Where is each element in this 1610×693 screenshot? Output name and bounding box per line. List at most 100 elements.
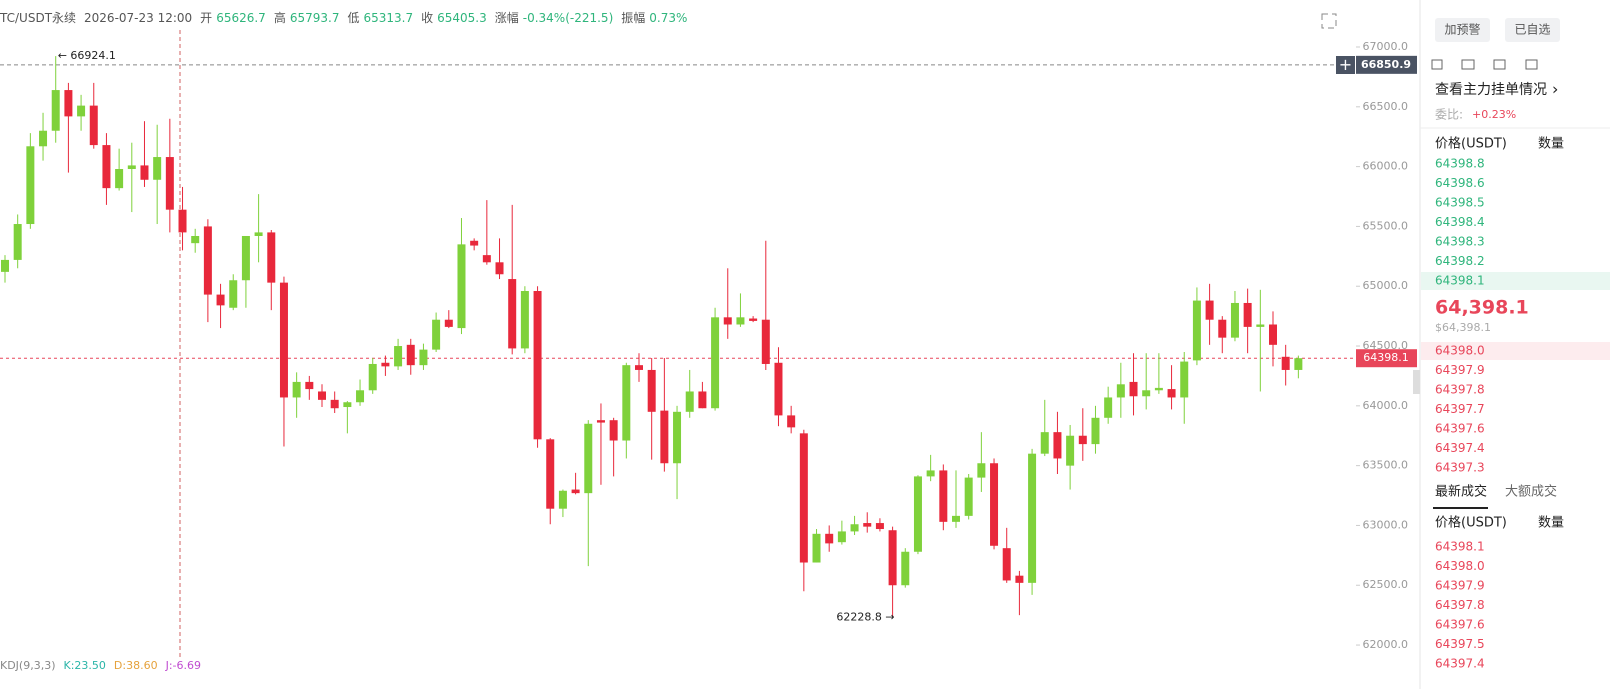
candle-body — [241, 235, 250, 281]
candle-body — [318, 391, 326, 400]
button-label: 加预警 — [1444, 22, 1480, 37]
candle-body — [660, 410, 669, 464]
ask-price: 64398.1 — [1435, 274, 1485, 288]
candle-body — [153, 157, 162, 180]
candle-body — [1256, 324, 1265, 327]
y-tick-label: 64000.0 — [1363, 399, 1409, 412]
ask-price: 64398.5 — [1435, 196, 1485, 210]
add-button[interactable] — [1336, 56, 1355, 74]
tab[interactable]: 最新成交 — [1435, 484, 1487, 500]
trade-price: 64397.4 — [1435, 657, 1485, 671]
plus: + — [1339, 55, 1352, 74]
last-price-label: 64398.1 — [1363, 351, 1409, 364]
button[interactable] — [1505, 18, 1560, 42]
col-qty: 数量 — [1538, 137, 1564, 152]
candle-body — [533, 291, 542, 440]
candle-body — [1154, 387, 1163, 391]
candle-body — [419, 349, 428, 366]
ratio-label: 委比: — [1435, 108, 1463, 122]
candle-body — [1205, 300, 1214, 320]
candle-body — [254, 232, 263, 236]
trade-price: 64398.0 — [1435, 559, 1485, 573]
y-tick-label: 64500.0 — [1363, 339, 1409, 352]
col-qty: 数量 — [1538, 516, 1564, 531]
trade-price: 64397.5 — [1435, 637, 1485, 651]
y-tick-label: 67000.0 — [1363, 40, 1409, 53]
candle-body — [381, 362, 390, 367]
candle-body — [13, 224, 22, 260]
field-value: 65793.7 — [290, 11, 340, 25]
last-price-usd: $64,398.1 — [1435, 321, 1491, 334]
candle-body — [863, 523, 872, 527]
candle-body — [64, 90, 73, 117]
candle-body — [546, 439, 555, 509]
candle-body — [115, 169, 124, 189]
indicator-k: K:23.50 — [64, 659, 106, 672]
candle-body — [799, 433, 808, 563]
candle-body — [736, 317, 745, 325]
ohlc-header: TC/USDT永续 2026-07-23 12:00 开 65626.7 高 65793.… — [0, 10, 687, 25]
field-label: 高 — [274, 10, 286, 25]
field-label: 低 — [347, 11, 359, 25]
candle-body — [939, 470, 948, 522]
depth-link[interactable]: 查看主力挂单情况 — [1435, 82, 1547, 98]
col-price: 价格(USDT) — [1435, 136, 1507, 152]
chevron: › — [1552, 80, 1558, 99]
max-label: ← 66924.1 — [58, 49, 116, 62]
candle-body — [165, 157, 174, 210]
candle-body — [470, 240, 479, 246]
y-tick-label: 66000.0 — [1363, 160, 1409, 173]
candle-body — [964, 477, 973, 516]
candle-body — [356, 390, 365, 403]
field-label: 振幅 — [621, 10, 645, 25]
candle-body — [723, 317, 732, 325]
tab[interactable]: 大额成交 — [1505, 484, 1557, 500]
ask-price: 64398.8 — [1435, 157, 1485, 171]
candle-body — [1066, 435, 1075, 466]
candle-body — [1269, 324, 1277, 345]
ask-highlight — [1421, 272, 1610, 290]
candle-body — [51, 90, 60, 131]
candle-body — [888, 530, 897, 586]
field-value: 65405.3 — [437, 11, 487, 25]
ask-price: 64398.2 — [1435, 254, 1485, 268]
fullscreen-icon[interactable] — [1321, 13, 1337, 29]
candle-body — [520, 291, 529, 349]
candle-body — [584, 423, 593, 494]
candle-body — [1230, 302, 1239, 338]
candle-body — [102, 145, 111, 189]
candle-body — [1053, 432, 1062, 459]
candle-body — [901, 551, 910, 586]
candle-body — [508, 279, 517, 349]
candle-body — [787, 415, 796, 428]
candle-body — [127, 165, 136, 170]
candle-body — [926, 470, 935, 477]
candle-body — [1192, 300, 1201, 361]
candle-body — [1104, 397, 1113, 418]
candle-body — [216, 294, 225, 306]
field-label: 开 — [200, 11, 212, 25]
candle-body — [685, 391, 694, 412]
candle-body — [330, 399, 339, 409]
bid-price: 64397.3 — [1435, 461, 1485, 475]
bid-price: 64397.4 — [1435, 441, 1485, 455]
field-value: 65313.7 — [363, 11, 413, 25]
indicator-name: KDJ(9,3,3) — [0, 659, 56, 672]
min-label: 62228.8 → — [836, 611, 894, 624]
collapse-handle[interactable] — [1413, 370, 1420, 394]
ask-price: 64398.3 — [1435, 235, 1485, 249]
field-label: 收 — [421, 11, 433, 25]
candle-body — [698, 391, 707, 409]
candle-body — [647, 369, 656, 412]
candle-body — [191, 235, 200, 244]
button[interactable] — [1435, 18, 1490, 42]
candle-body — [952, 515, 960, 522]
candle-body — [1091, 417, 1100, 445]
candle-body — [343, 402, 352, 408]
col-price: 价格(USDT) — [1435, 515, 1507, 531]
candle-body — [368, 363, 377, 391]
candle-body — [1281, 356, 1290, 370]
candle-body — [482, 255, 491, 263]
